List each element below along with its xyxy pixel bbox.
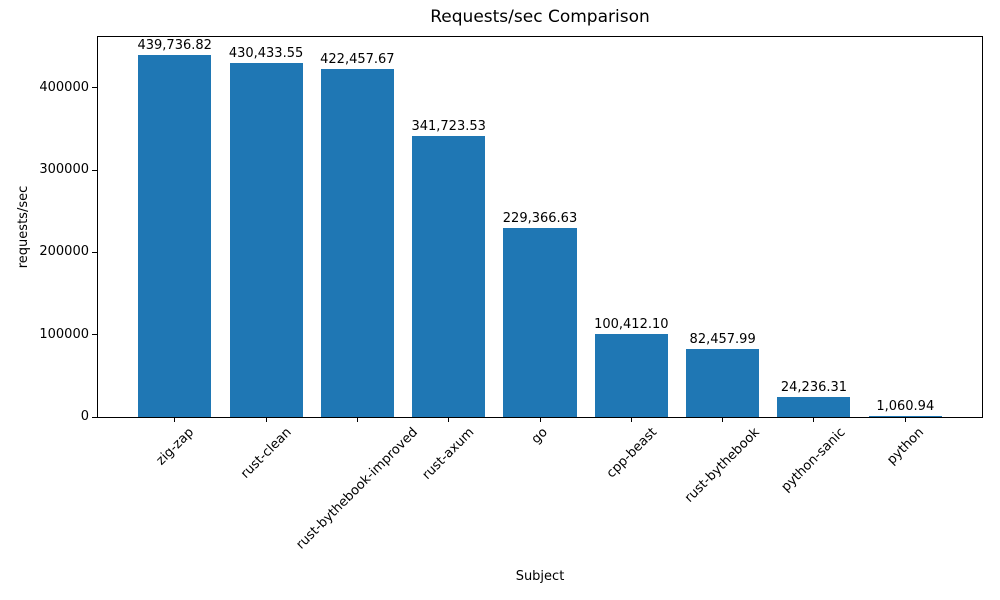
x-tick-mark	[356, 418, 358, 422]
y-tick-label: 200000	[39, 244, 89, 260]
bar	[594, 334, 668, 417]
x-tick-label: go	[529, 425, 552, 448]
x-tick-mark	[630, 418, 632, 422]
bar-value-label: 439,736.82	[137, 38, 212, 54]
x-tick-label: cpp-beast	[603, 425, 660, 482]
x-tick-mark	[722, 418, 724, 422]
x-tick-mark	[448, 418, 450, 422]
y-tick-mark	[92, 334, 97, 336]
bar	[138, 55, 212, 417]
y-tick-label: 0	[80, 409, 89, 424]
x-tick-mark	[174, 418, 176, 422]
x-tick-mark	[813, 418, 815, 422]
bar-value-label: 24,236.31	[780, 380, 848, 396]
plot-area	[97, 36, 983, 418]
x-tick-label: zig-zap	[153, 425, 197, 469]
bar-value-label: 1,060.94	[876, 399, 935, 415]
y-tick-mark	[92, 416, 97, 418]
x-tick-label: rust-bythebook	[682, 425, 764, 506]
bar-value-label: 341,723.53	[411, 118, 486, 134]
bar	[686, 349, 760, 417]
bar	[777, 397, 851, 417]
y-tick-mark	[92, 87, 97, 89]
x-tick-mark	[265, 418, 267, 422]
x-tick-label: python-sanic	[778, 425, 849, 495]
bar-value-label: 229,366.63	[502, 211, 578, 227]
bar-value-label: 100,412.10	[594, 317, 669, 333]
x-tick-mark	[904, 418, 906, 422]
y-tick-mark	[92, 251, 97, 253]
bar-value-label: 422,457.67	[320, 52, 395, 68]
x-tick-label: rust-bythebook-improved	[293, 425, 422, 553]
bar-value-label: 82,457.99	[689, 332, 756, 348]
chart-title: Requests/sec Comparison	[430, 7, 650, 27]
x-axis-label: Subject	[515, 569, 565, 584]
x-tick-mark	[539, 418, 541, 422]
x-tick-label: rust-axum	[419, 425, 478, 483]
bar	[320, 69, 394, 417]
y-tick-label: 400000	[39, 79, 89, 95]
bar	[412, 135, 486, 417]
y-tick-mark	[92, 169, 97, 171]
y-tick-label: 300000	[39, 162, 89, 178]
x-tick-label: python	[884, 425, 927, 468]
bar	[503, 228, 577, 417]
bar-value-label: 430,433.55	[228, 45, 304, 61]
bar	[868, 416, 942, 417]
y-tick-label: 100000	[39, 326, 89, 342]
x-tick-label: rust-clean	[237, 425, 295, 482]
bar	[229, 62, 303, 417]
